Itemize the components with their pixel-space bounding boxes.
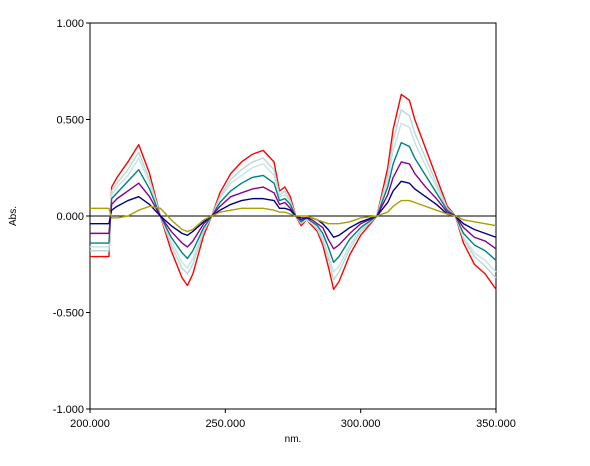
x-axis-ticks: 200.000 250.000 300.000 350.000 xyxy=(70,409,516,430)
series-lines xyxy=(90,93,497,291)
x-tick-label: 200.000 xyxy=(70,418,110,430)
y-axis-ticks: 1.000 0.500 0.000 -0.500 -1.000 xyxy=(53,18,90,416)
x-tick-label: 350.000 xyxy=(476,418,516,430)
x-tick-label: 300.000 xyxy=(341,418,381,430)
y-tick-label: 1.000 xyxy=(56,18,84,30)
y-tick-label: 0.000 xyxy=(56,211,84,223)
y-tick-label: 0.500 xyxy=(56,115,84,127)
y-axis-label: Abs. xyxy=(8,206,19,226)
y-tick-label: -1.000 xyxy=(53,404,84,416)
x-axis-label: nm. xyxy=(285,434,302,445)
x-tick-label: 250.000 xyxy=(205,418,245,430)
y-tick-label: -0.500 xyxy=(53,308,84,320)
series-line-7 xyxy=(90,199,497,233)
